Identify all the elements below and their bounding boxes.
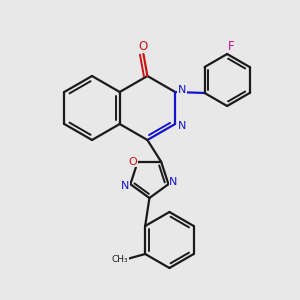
Text: F: F <box>228 40 235 52</box>
Text: N: N <box>121 181 130 191</box>
Text: N: N <box>169 177 178 187</box>
Text: O: O <box>139 40 148 52</box>
Text: CH₃: CH₃ <box>112 254 128 263</box>
Text: N: N <box>178 121 186 131</box>
Text: O: O <box>128 157 137 167</box>
Text: N: N <box>178 85 186 95</box>
